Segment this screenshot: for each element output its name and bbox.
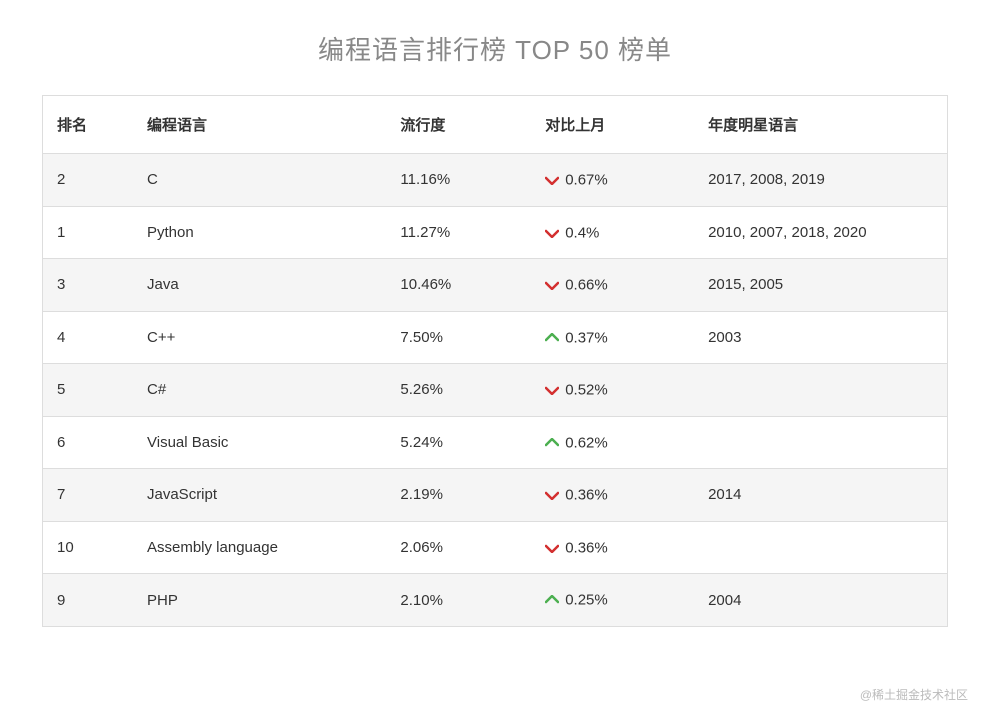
chevron-down-icon xyxy=(545,280,559,290)
col-header-star-years[interactable]: 年度明星语言 xyxy=(694,96,947,154)
cell-change: 0.62% xyxy=(531,416,694,469)
cell-rank: 9 xyxy=(43,574,134,627)
cell-language: C xyxy=(133,154,386,207)
cell-star-years: 2004 xyxy=(694,574,947,627)
cell-popularity: 10.46% xyxy=(386,259,531,312)
change-value: 0.25% xyxy=(565,592,608,609)
cell-star-years: 2015, 2005 xyxy=(694,259,947,312)
table-row: 6Visual Basic5.24% 0.62% xyxy=(43,416,948,469)
chevron-down-icon xyxy=(545,490,559,500)
chevron-up-icon xyxy=(545,595,559,605)
table-row: 10Assembly language2.06% 0.36% xyxy=(43,521,948,574)
cell-change: 0.36% xyxy=(531,469,694,522)
cell-change: 0.36% xyxy=(531,521,694,574)
change-value: 0.62% xyxy=(565,434,608,451)
cell-popularity: 11.27% xyxy=(386,206,531,259)
cell-star-years xyxy=(694,364,947,417)
change-value: 0.36% xyxy=(565,487,608,504)
table-row: 7JavaScript2.19% 0.36% 2014 xyxy=(43,469,948,522)
col-header-popularity[interactable]: 流行度 xyxy=(386,96,531,154)
cell-change: 0.37% xyxy=(531,311,694,364)
cell-popularity: 5.26% xyxy=(386,364,531,417)
chevron-down-icon xyxy=(545,228,559,238)
cell-change: 0.66% xyxy=(531,259,694,312)
col-header-rank[interactable]: 排名 xyxy=(43,96,134,154)
cell-popularity: 7.50% xyxy=(386,311,531,364)
cell-rank: 3 xyxy=(43,259,134,312)
change-value: 0.67% xyxy=(565,172,608,189)
col-header-change[interactable]: 对比上月 xyxy=(531,96,694,154)
change-value: 0.4% xyxy=(565,224,599,241)
chevron-down-icon xyxy=(545,175,559,185)
cell-language: PHP xyxy=(133,574,386,627)
cell-rank: 5 xyxy=(43,364,134,417)
change-value: 0.66% xyxy=(565,277,608,294)
change-value: 0.36% xyxy=(565,539,608,556)
cell-change: 0.52% xyxy=(531,364,694,417)
cell-rank: 10 xyxy=(43,521,134,574)
table-row: 5C#5.26% 0.52% xyxy=(43,364,948,417)
cell-language: Assembly language xyxy=(133,521,386,574)
cell-change: 0.67% xyxy=(531,154,694,207)
cell-star-years: 2003 xyxy=(694,311,947,364)
cell-popularity: 2.10% xyxy=(386,574,531,627)
cell-star-years xyxy=(694,521,947,574)
col-header-language[interactable]: 编程语言 xyxy=(133,96,386,154)
table-row: 1Python11.27% 0.4% 2010, 2007, 2018, 2020 xyxy=(43,206,948,259)
cell-rank: 7 xyxy=(43,469,134,522)
ranking-table: 排名 编程语言 流行度 对比上月 年度明星语言 2C11.16% 0.67% 201… xyxy=(42,95,948,627)
table-row: 2C11.16% 0.67% 2017, 2008, 2019 xyxy=(43,154,948,207)
chevron-up-icon xyxy=(545,438,559,448)
change-value: 0.52% xyxy=(565,382,608,399)
cell-rank: 1 xyxy=(43,206,134,259)
table-row: 4C++7.50% 0.37% 2003 xyxy=(43,311,948,364)
ranking-container: 编程语言排行榜 TOP 50 榜单 排名 编程语言 流行度 对比上月 年度明星语… xyxy=(0,0,990,627)
chevron-up-icon xyxy=(545,333,559,343)
cell-language: C# xyxy=(133,364,386,417)
chevron-down-icon xyxy=(545,385,559,395)
page-title: 编程语言排行榜 TOP 50 榜单 xyxy=(42,30,948,67)
table-header-row: 排名 编程语言 流行度 对比上月 年度明星语言 xyxy=(43,96,948,154)
cell-popularity: 11.16% xyxy=(386,154,531,207)
cell-star-years xyxy=(694,416,947,469)
chevron-down-icon xyxy=(545,543,559,553)
cell-change: 0.4% xyxy=(531,206,694,259)
cell-popularity: 2.19% xyxy=(386,469,531,522)
cell-popularity: 2.06% xyxy=(386,521,531,574)
cell-change: 0.25% xyxy=(531,574,694,627)
cell-rank: 2 xyxy=(43,154,134,207)
cell-popularity: 5.24% xyxy=(386,416,531,469)
change-value: 0.37% xyxy=(565,329,608,346)
cell-language: Java xyxy=(133,259,386,312)
table-row: 3Java10.46% 0.66% 2015, 2005 xyxy=(43,259,948,312)
table-body: 2C11.16%0.67%2017, 2008, 20191Python11.2… xyxy=(43,154,948,627)
cell-star-years: 2010, 2007, 2018, 2020 xyxy=(694,206,947,259)
cell-rank: 6 xyxy=(43,416,134,469)
cell-rank: 4 xyxy=(43,311,134,364)
cell-language: C++ xyxy=(133,311,386,364)
cell-language: Python xyxy=(133,206,386,259)
cell-star-years: 2014 xyxy=(694,469,947,522)
table-row: 9PHP2.10% 0.25% 2004 xyxy=(43,574,948,627)
cell-language: JavaScript xyxy=(133,469,386,522)
watermark-text: @稀土掘金技术社区 xyxy=(860,686,968,703)
cell-star-years: 2017, 2008, 2019 xyxy=(694,154,947,207)
cell-language: Visual Basic xyxy=(133,416,386,469)
